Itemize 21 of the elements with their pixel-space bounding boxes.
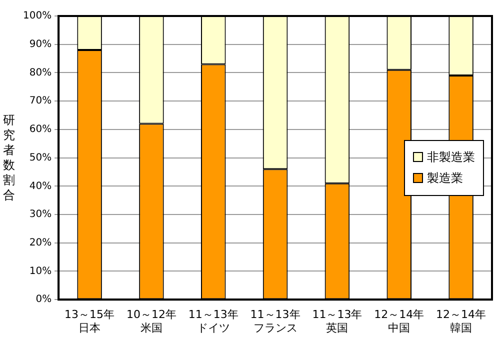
y-tick-label: 40% <box>29 180 52 192</box>
x-tick-label: 13～15年日本 <box>64 308 115 334</box>
y-tick-label: 20% <box>29 237 52 248</box>
x-tick-label: 11～13年フランス <box>250 308 300 334</box>
x-tick-label: 10～12年米国 <box>126 308 176 334</box>
y-tick-label: 50% <box>29 152 52 164</box>
legend-label: 製造業 <box>427 170 463 187</box>
y-tick-label: 70% <box>29 96 52 107</box>
y-tick-label: 0% <box>36 294 52 306</box>
y-axis-title: 研究者数割合 <box>3 112 16 203</box>
y-tick-label: 80% <box>29 67 52 78</box>
legend-label: 非製造業 <box>427 148 475 166</box>
y-tick-label: 10% <box>29 266 52 277</box>
y-tick-label: 90% <box>29 38 52 50</box>
x-tick-label: 11～13年英国 <box>312 308 362 334</box>
y-tick-label: 60% <box>29 124 52 136</box>
x-tick-label: 12～14年中国 <box>374 308 424 334</box>
x-tick-label: 11～13年ドイツ <box>188 308 238 334</box>
y-tick-label: 100% <box>22 10 52 22</box>
y-tick-label: 30% <box>29 209 52 220</box>
x-tick-label: 12～14年韓国 <box>436 308 486 334</box>
